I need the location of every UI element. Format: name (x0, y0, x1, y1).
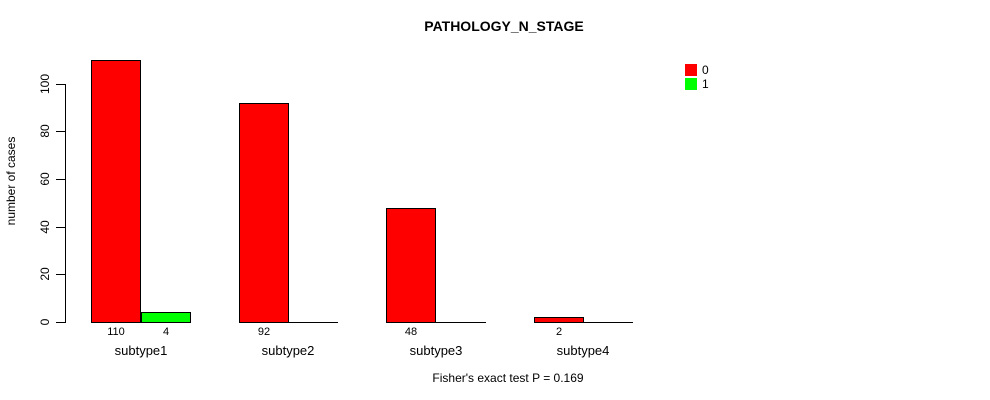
bar-subtype4-series-1-zero (583, 322, 633, 323)
bar-subtype3-series-1-zero (436, 322, 486, 323)
bar-subtype1-series-0 (91, 60, 141, 323)
y-axis-tick (56, 274, 65, 275)
x-axis-category-label: subtype3 (409, 343, 463, 358)
y-axis-label: number of cases (4, 136, 18, 226)
legend-swatch-1 (685, 78, 697, 90)
chart-title: PATHOLOGY_N_STAGE (424, 18, 584, 34)
x-axis-category-label: subtype2 (261, 343, 315, 358)
bar-value-label: 110 (107, 326, 125, 338)
legend-swatch-0 (685, 64, 697, 76)
bar-value-label: 2 (555, 326, 563, 338)
y-axis-tick-label: 100 (38, 73, 52, 95)
y-axis-line (65, 84, 66, 323)
bar-value-label: 92 (257, 326, 271, 338)
annotation-text: Fisher's exact test P = 0.169 (432, 371, 584, 385)
bar-subtype1-series-1 (141, 312, 191, 323)
x-axis-category-label: subtype4 (556, 343, 610, 358)
bar-subtype2-series-1-zero (288, 322, 338, 323)
legend-label: 0 (702, 63, 709, 77)
y-axis-tick-label: 0 (38, 318, 52, 326)
y-axis-tick (56, 227, 65, 228)
bar-subtype3-series-0 (386, 208, 436, 323)
x-axis-category-label: subtype1 (114, 343, 168, 358)
bar-value-label: 48 (404, 326, 418, 338)
y-axis-tick (56, 84, 65, 85)
legend-entry-1: 1 (685, 77, 709, 91)
y-axis-tick (56, 131, 65, 132)
bar-subtype4-series-0 (534, 317, 584, 323)
y-axis-tick (56, 179, 65, 180)
legend-label: 1 (702, 77, 709, 91)
legend-entry-0: 0 (685, 63, 709, 77)
y-axis-tick-label: 40 (38, 220, 52, 234)
bar-subtype2-series-0 (239, 103, 289, 323)
y-axis-tick (56, 322, 65, 323)
y-axis-tick-label: 20 (38, 267, 52, 281)
y-axis-tick-label: 80 (38, 124, 52, 138)
bar-value-label: 4 (162, 326, 170, 338)
y-axis-tick-label: 60 (38, 172, 52, 186)
